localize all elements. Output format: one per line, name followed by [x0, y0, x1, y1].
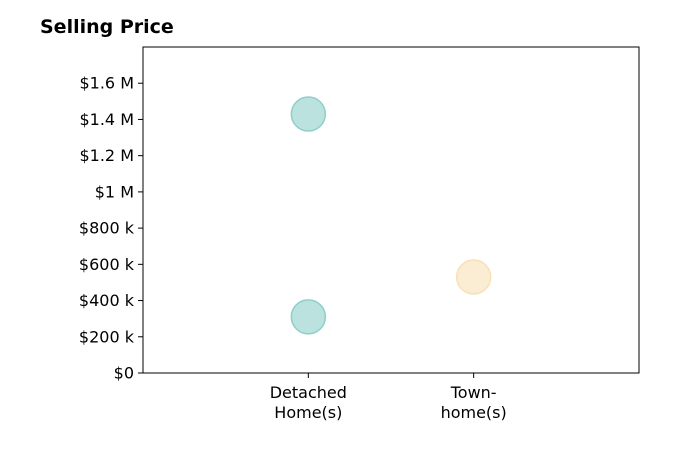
plot-frame — [142, 46, 640, 374]
x-tick-label: Town-home(s) — [441, 383, 507, 422]
y-tick-label: $200 k — [79, 327, 135, 346]
chart-title: Selling Price — [40, 16, 174, 38]
y-tick-label: $600 k — [79, 255, 135, 274]
y-tick-label: $1 M — [95, 182, 134, 201]
data-point — [455, 259, 492, 295]
y-tick-label: $1.6 M — [79, 74, 134, 93]
y-tick-label: $800 k — [79, 219, 135, 238]
y-tick-label: $400 k — [79, 291, 135, 310]
data-point — [290, 299, 327, 335]
y-tick-label: $0 — [114, 364, 134, 383]
y-tick-label: $1.2 M — [79, 146, 134, 165]
y-tick-label: $1.4 M — [79, 110, 134, 129]
x-tick-label: Detached Home(s) — [270, 383, 347, 422]
data-point — [290, 96, 327, 132]
